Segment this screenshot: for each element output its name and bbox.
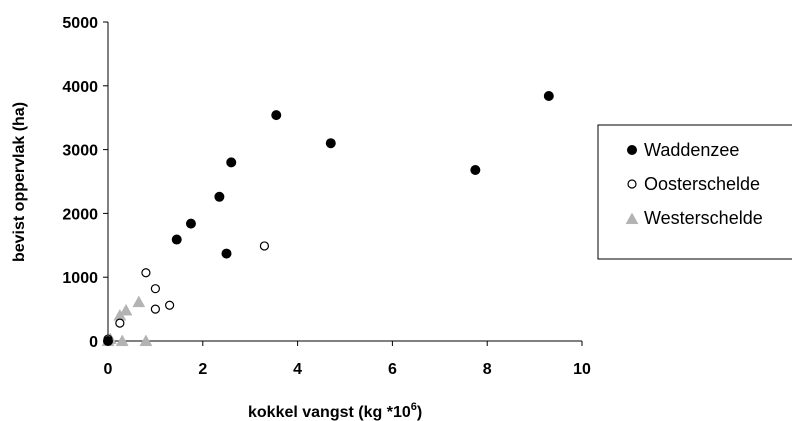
legend-label-westerschelde: Westerschelde	[644, 208, 763, 228]
series-waddenzee	[103, 91, 554, 346]
y-tick-label: 0	[89, 334, 98, 351]
data-point	[171, 234, 182, 245]
data-point	[226, 157, 237, 168]
x-tick-label: 2	[198, 361, 207, 378]
y-tick-label: 2000	[62, 206, 98, 223]
data-point	[543, 91, 554, 102]
x-axis-title-end: )	[417, 404, 422, 421]
legend: Waddenzee Oosterschelde Westerschelde	[597, 124, 792, 260]
y-ticks: 0 1000 2000 3000 4000 5000	[62, 15, 108, 351]
data-points	[101, 91, 554, 347]
x-tick-label: 0	[104, 361, 113, 378]
data-point	[139, 334, 153, 347]
y-tick-label: 5000	[62, 15, 98, 32]
data-point	[165, 300, 175, 310]
legend-marker-westerschelde	[625, 212, 639, 225]
x-tick-label: 10	[573, 361, 591, 378]
data-point	[259, 241, 270, 251]
axes	[107, 22, 582, 342]
data-point	[150, 304, 160, 314]
y-axis-title: bevist oppervlak (ha)	[11, 102, 28, 262]
legend-marker-waddenzee	[627, 145, 637, 155]
y-tick-label: 3000	[62, 143, 98, 160]
data-point	[150, 284, 160, 294]
x-axis-title-superscript: 6	[411, 401, 417, 413]
legend-label-waddenzee: Waddenzee	[644, 140, 739, 160]
data-point	[115, 334, 129, 347]
data-point	[141, 268, 151, 278]
x-ticks: 0 2 4 6 8 10	[104, 341, 591, 378]
data-point	[325, 138, 336, 149]
data-point	[103, 336, 113, 346]
data-point	[115, 318, 125, 328]
data-point	[132, 295, 146, 308]
data-point	[221, 248, 232, 259]
y-tick-label: 4000	[62, 79, 98, 96]
data-point	[214, 191, 225, 202]
data-point	[185, 218, 196, 229]
legend-label-oosterschelde: Oosterschelde	[644, 174, 760, 194]
x-tick-label: 8	[483, 361, 492, 378]
y-tick-label: 1000	[62, 270, 98, 287]
data-point	[470, 165, 481, 176]
x-axis-title-main: kokkel vangst (kg *10	[248, 404, 411, 421]
x-axis-title: kokkel vangst (kg *106)	[248, 401, 422, 421]
data-point	[271, 110, 282, 121]
legend-marker-oosterschelde	[627, 179, 637, 189]
data-point	[119, 303, 133, 316]
x-tick-label: 6	[388, 361, 397, 378]
series-oosterschelde	[103, 241, 270, 344]
x-tick-label: 4	[293, 361, 302, 378]
